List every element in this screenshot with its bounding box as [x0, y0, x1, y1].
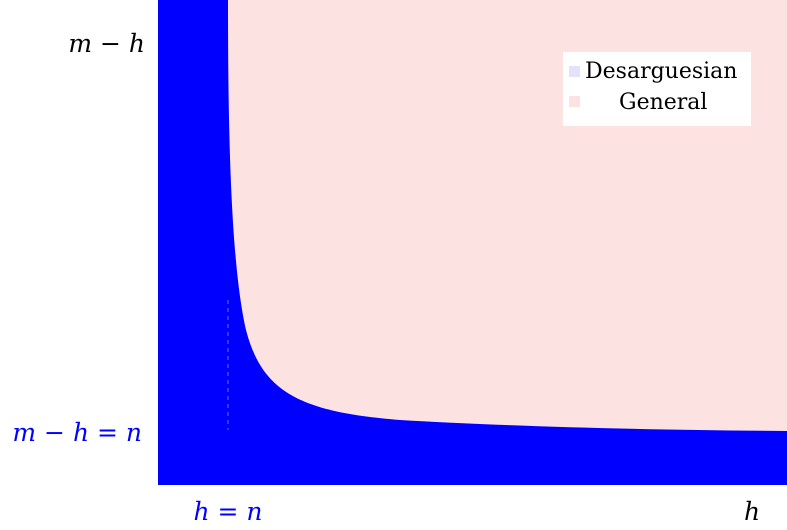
legend-label-desarguesian: Desarguesian	[585, 59, 737, 84]
x-marker-label: h = n	[193, 497, 262, 526]
legend-swatch-general	[569, 96, 580, 107]
x-axis-label: h	[744, 497, 760, 526]
legend-swatch-desarguesian	[569, 66, 580, 77]
y-marker-label: m − h = n	[12, 418, 142, 447]
desarguesian-region	[158, 0, 787, 485]
legend-label-general: General	[619, 90, 707, 115]
legend-box	[563, 52, 751, 126]
legend: Desarguesian General	[563, 52, 751, 126]
y-axis-label: m − h	[68, 29, 145, 58]
